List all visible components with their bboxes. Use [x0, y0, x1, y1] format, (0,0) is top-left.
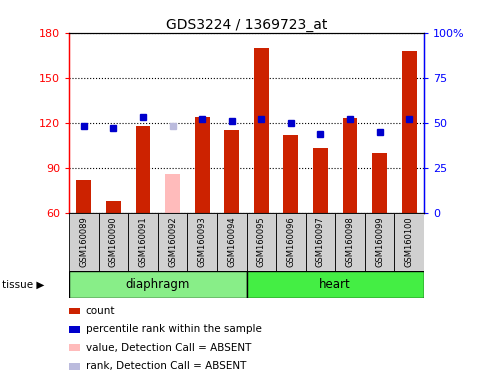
- Bar: [365, 213, 394, 271]
- Text: percentile rank within the sample: percentile rank within the sample: [86, 324, 262, 334]
- Bar: [254, 48, 269, 213]
- Text: GSM160092: GSM160092: [168, 216, 177, 266]
- Text: GSM160095: GSM160095: [257, 216, 266, 266]
- Bar: [246, 213, 276, 271]
- Text: GSM160094: GSM160094: [227, 216, 236, 266]
- Bar: [276, 213, 306, 271]
- Text: count: count: [86, 306, 115, 316]
- Text: GSM160098: GSM160098: [346, 216, 354, 267]
- Text: rank, Detection Call = ABSENT: rank, Detection Call = ABSENT: [86, 361, 246, 371]
- Bar: [69, 271, 246, 298]
- Bar: [187, 213, 217, 271]
- Bar: [76, 180, 91, 213]
- Text: GSM160093: GSM160093: [198, 216, 207, 267]
- Text: value, Detection Call = ABSENT: value, Detection Call = ABSENT: [86, 343, 251, 353]
- Text: tissue ▶: tissue ▶: [2, 280, 45, 290]
- Bar: [136, 126, 150, 213]
- Text: GSM160089: GSM160089: [79, 216, 88, 267]
- Bar: [158, 213, 187, 271]
- Bar: [106, 201, 121, 213]
- Bar: [394, 213, 424, 271]
- Text: diaphragm: diaphragm: [126, 278, 190, 291]
- Bar: [306, 213, 335, 271]
- Bar: [165, 174, 180, 213]
- Bar: [69, 213, 99, 271]
- Text: GSM160090: GSM160090: [109, 216, 118, 266]
- Bar: [195, 117, 210, 213]
- Bar: [402, 51, 417, 213]
- Text: GSM160091: GSM160091: [139, 216, 147, 266]
- Bar: [224, 131, 239, 213]
- Bar: [283, 135, 298, 213]
- Bar: [343, 118, 357, 213]
- Text: GSM160096: GSM160096: [286, 216, 295, 267]
- Bar: [313, 149, 328, 213]
- Title: GDS3224 / 1369723_at: GDS3224 / 1369723_at: [166, 18, 327, 31]
- Bar: [335, 213, 365, 271]
- Text: GSM160100: GSM160100: [405, 216, 414, 266]
- Bar: [128, 213, 158, 271]
- Bar: [246, 271, 424, 298]
- Text: GSM160099: GSM160099: [375, 216, 384, 266]
- Text: heart: heart: [319, 278, 351, 291]
- Bar: [217, 213, 246, 271]
- Text: GSM160097: GSM160097: [316, 216, 325, 267]
- Bar: [99, 213, 128, 271]
- Bar: [372, 153, 387, 213]
